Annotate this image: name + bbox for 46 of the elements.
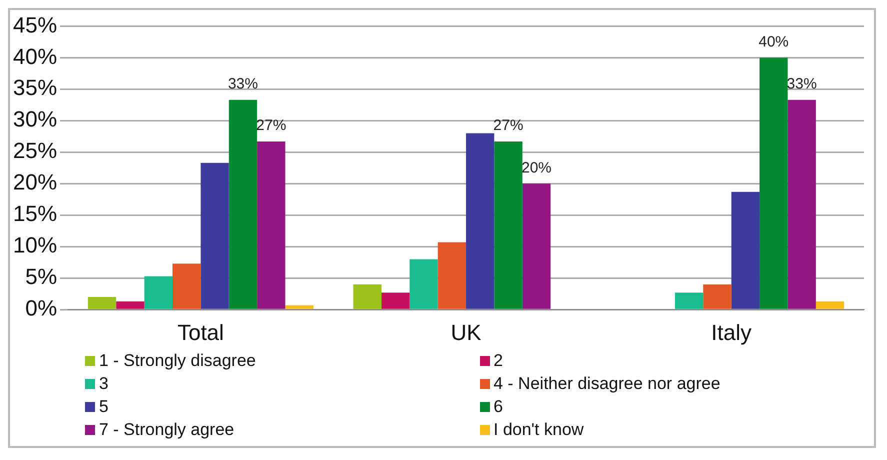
- legend-label: 1 - Strongly disagree: [99, 351, 256, 371]
- data-label: 40%: [758, 33, 789, 50]
- y-tick-label: 15%: [12, 201, 58, 226]
- y-tick-label: 45%: [12, 12, 58, 38]
- data-label: 33%: [786, 76, 817, 93]
- legend-label: 3: [99, 374, 108, 394]
- bar: [200, 162, 229, 309]
- bar: [257, 141, 286, 309]
- data-label: 27%: [493, 117, 524, 134]
- data-label: 33%: [228, 76, 258, 93]
- legend-label: 6: [494, 397, 503, 417]
- bar: [144, 276, 173, 309]
- bar: [816, 301, 844, 309]
- bar: [494, 141, 522, 309]
- legend-label: 7 - Strongly agree: [99, 420, 234, 440]
- bar: [788, 100, 816, 309]
- x-tick-label: UK: [450, 320, 482, 345]
- bar: [466, 133, 494, 309]
- y-tick-label: 20%: [12, 170, 58, 195]
- y-tick-label: 5%: [25, 264, 58, 290]
- y-tick-label: 10%: [12, 232, 58, 258]
- bar: [410, 259, 438, 309]
- bar: [731, 192, 760, 309]
- y-tick-label: 40%: [12, 44, 58, 69]
- legend-label: 5: [99, 397, 108, 417]
- bar: [116, 301, 144, 309]
- bar: [353, 284, 382, 309]
- y-tick-label: 0%: [25, 296, 58, 321]
- legend-label: 2: [494, 351, 503, 371]
- bar: [381, 292, 410, 309]
- y-tick-label: 35%: [12, 75, 58, 100]
- legend-label: I don't know: [494, 420, 584, 440]
- bar: [522, 184, 551, 309]
- legend-label: 4 - Neither disagree nor agree: [494, 374, 720, 394]
- bar: [88, 297, 116, 309]
- bar: [438, 242, 466, 309]
- bar: [760, 58, 788, 309]
- bar: [285, 305, 314, 309]
- y-tick-label: 25%: [12, 138, 58, 164]
- y-tick-label: 30%: [12, 106, 58, 132]
- bar: [228, 100, 258, 309]
- bar: [172, 264, 201, 309]
- x-tick-label: Total: [177, 320, 224, 345]
- bar: [703, 284, 732, 309]
- x-tick-label: Italy: [711, 320, 752, 345]
- bar: [674, 292, 704, 309]
